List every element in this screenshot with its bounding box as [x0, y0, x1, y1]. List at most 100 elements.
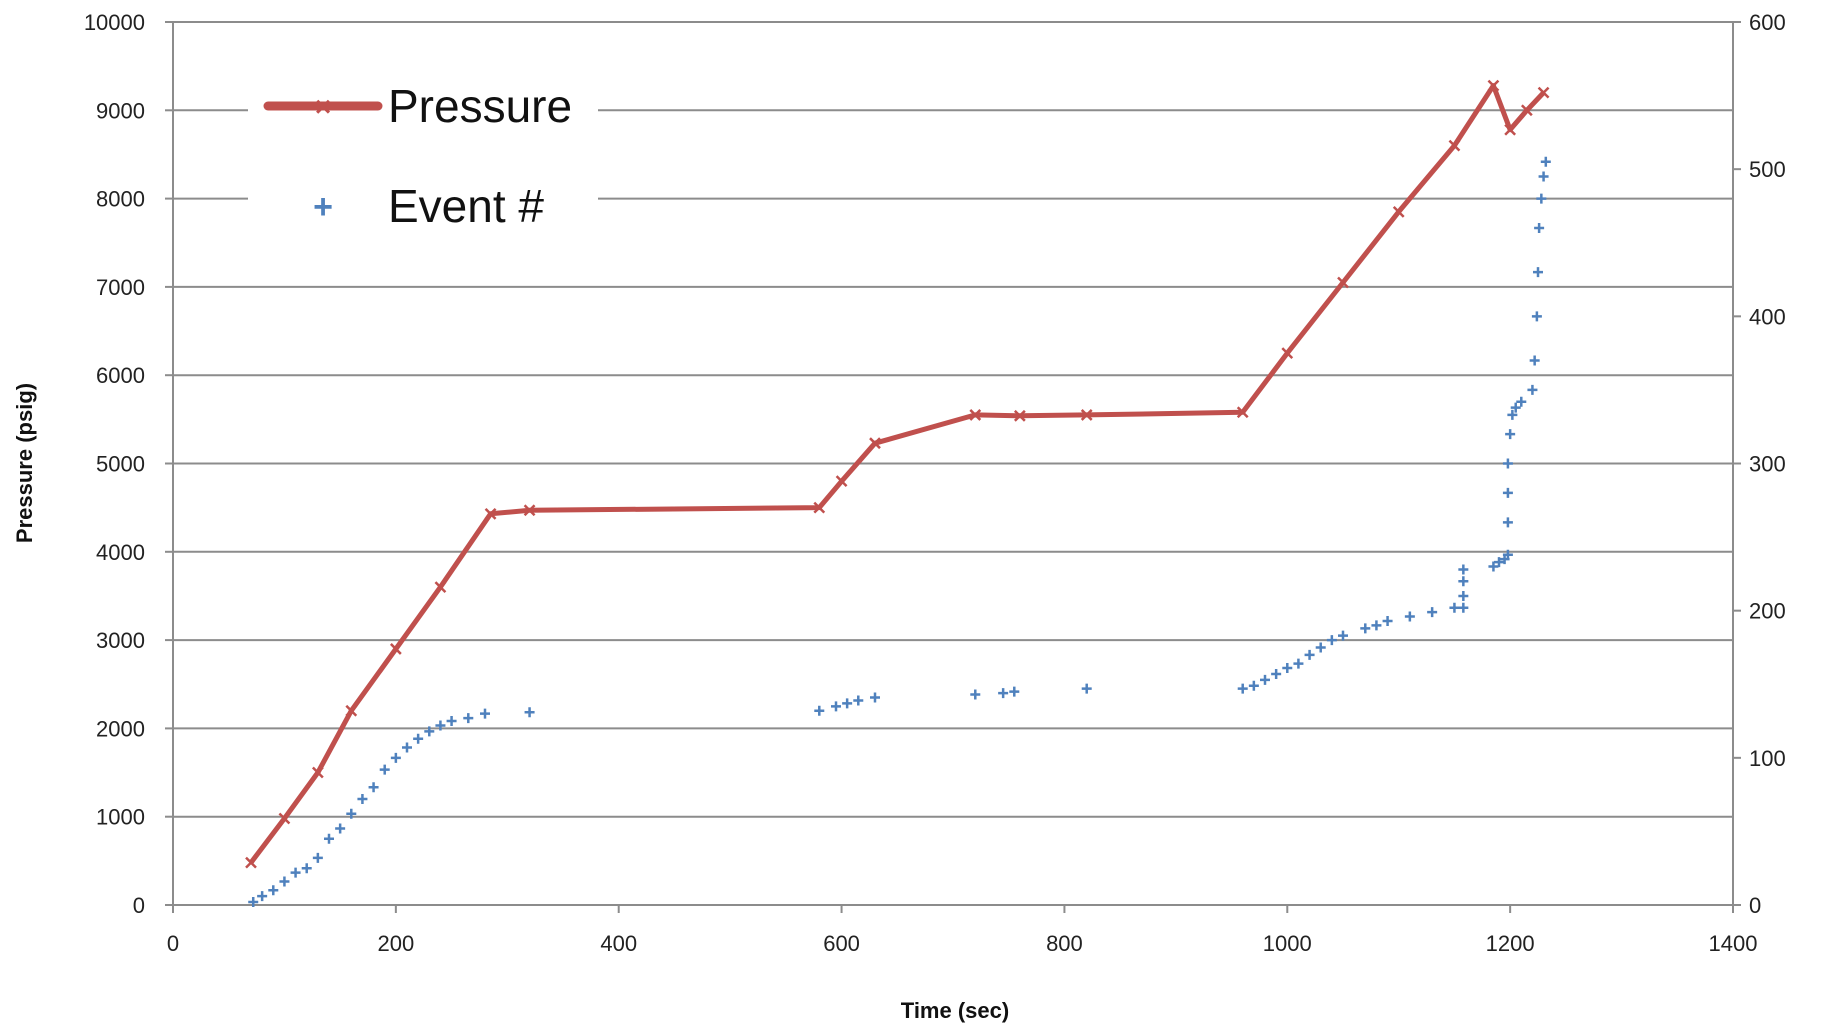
x-tick-label-800: 800: [1046, 931, 1083, 956]
event-point-60: [1510, 402, 1521, 413]
event-point-0: [248, 897, 259, 908]
series-markers-event: [248, 156, 1551, 908]
x-tick-label-1000: 1000: [1263, 931, 1312, 956]
x-tick-label-1400: 1400: [1709, 931, 1758, 956]
event-point-42: [1371, 620, 1382, 631]
event-point-65: [1533, 267, 1543, 278]
event-point-14: [402, 742, 412, 753]
pressure-point-20: [1504, 123, 1517, 136]
pressure-point-12: [1013, 409, 1026, 422]
event-point-52: [1494, 557, 1504, 568]
pressure-point-7: [523, 504, 536, 517]
plot-area: [245, 79, 1551, 908]
event-point-43: [1382, 615, 1393, 626]
event-point-12: [379, 764, 390, 775]
y-tick-label-10000: 10000: [84, 10, 145, 35]
event-point-55: [1502, 517, 1513, 528]
event-point-25: [853, 695, 864, 706]
event-point-2: [268, 885, 279, 896]
event-point-48: [1458, 590, 1469, 601]
pressure-point-2: [311, 766, 324, 779]
x-axis-title: Time (sec): [901, 998, 1009, 1023]
pressure-point-13: [1080, 409, 1093, 421]
pressure-point-6: [484, 507, 497, 520]
event-point-1: [257, 891, 268, 902]
event-point-67: [1536, 193, 1547, 204]
pressure-point-1: [278, 812, 291, 825]
event-point-36: [1293, 658, 1304, 669]
pressure-point-9: [835, 475, 848, 488]
pressure-point-3: [345, 704, 358, 717]
pressure-point-11: [969, 409, 982, 421]
event-point-13: [390, 752, 401, 763]
event-point-21: [524, 707, 535, 718]
y-tick-label-2000: 2000: [96, 716, 145, 741]
pressure-point-17: [1392, 205, 1405, 218]
y2-tick-label-600: 600: [1749, 10, 1786, 35]
legend-marker-pressure: ×: [315, 91, 331, 122]
event-point-11: [368, 782, 379, 793]
legend-label-event: Event #: [388, 180, 544, 232]
event-point-64: [1531, 311, 1542, 322]
y2-tick-label-0: 0: [1749, 893, 1761, 918]
x-tick-label-1200: 1200: [1486, 931, 1535, 956]
event-point-39: [1326, 635, 1337, 646]
event-point-15: [413, 733, 424, 744]
event-point-18: [446, 716, 457, 727]
event-point-19: [463, 713, 474, 724]
x-tick-label-200: 200: [377, 931, 414, 956]
y2-tick-label-300: 300: [1749, 452, 1786, 477]
y2-tick-label-500: 500: [1749, 157, 1786, 182]
legend-marker-event: +: [313, 188, 333, 226]
event-point-26: [870, 692, 880, 703]
event-point-6: [312, 852, 323, 863]
pressure-point-0: [245, 856, 257, 869]
event-point-47: [1458, 602, 1469, 613]
event-point-41: [1360, 623, 1371, 634]
event-point-24: [842, 698, 853, 709]
pressure-point-5: [434, 581, 447, 594]
event-point-50: [1458, 564, 1469, 575]
y2-tick-label-200: 200: [1749, 599, 1786, 624]
y2-tick-label-400: 400: [1749, 304, 1786, 329]
tick-labels: 0100020003000400050006000700080009000100…: [84, 10, 1786, 956]
event-point-44: [1404, 611, 1415, 622]
event-point-45: [1427, 607, 1438, 618]
series-markers-pressure: [245, 79, 1550, 869]
event-point-66: [1534, 223, 1545, 234]
event-point-40: [1338, 630, 1348, 641]
y-tick-label-8000: 8000: [96, 187, 145, 212]
event-point-9: [346, 808, 357, 819]
event-point-33: [1260, 674, 1270, 685]
event-point-58: [1505, 429, 1516, 440]
event-point-10: [357, 794, 368, 805]
event-point-7: [324, 833, 334, 844]
pressure-point-10: [869, 437, 881, 450]
event-point-38: [1315, 642, 1326, 653]
y-tick-label-3000: 3000: [96, 628, 145, 653]
event-point-30: [1081, 683, 1092, 694]
event-point-27: [970, 689, 981, 700]
event-point-32: [1248, 680, 1259, 691]
x-tick-label-400: 400: [600, 931, 637, 956]
pressure-point-16: [1337, 276, 1349, 289]
pressure-point-21: [1520, 104, 1533, 117]
pressure-point-18: [1448, 139, 1461, 152]
axes: [165, 21, 1741, 913]
legend-label-pressure: Pressure: [388, 80, 572, 132]
y-tick-label-0: 0: [133, 893, 145, 918]
pressure-point-14: [1236, 406, 1249, 419]
event-point-56: [1502, 487, 1513, 498]
pressure-point-22: [1537, 86, 1550, 99]
event-point-31: [1237, 683, 1248, 694]
event-point-61: [1516, 396, 1527, 407]
y-tick-label-7000: 7000: [96, 275, 145, 300]
event-point-51: [1488, 561, 1499, 572]
event-point-16: [424, 726, 435, 737]
event-point-68: [1538, 171, 1549, 182]
pressure-point-15: [1281, 347, 1294, 360]
y-tick-label-9000: 9000: [96, 98, 145, 123]
y-tick-label-1000: 1000: [96, 805, 145, 830]
event-point-3: [279, 876, 290, 887]
